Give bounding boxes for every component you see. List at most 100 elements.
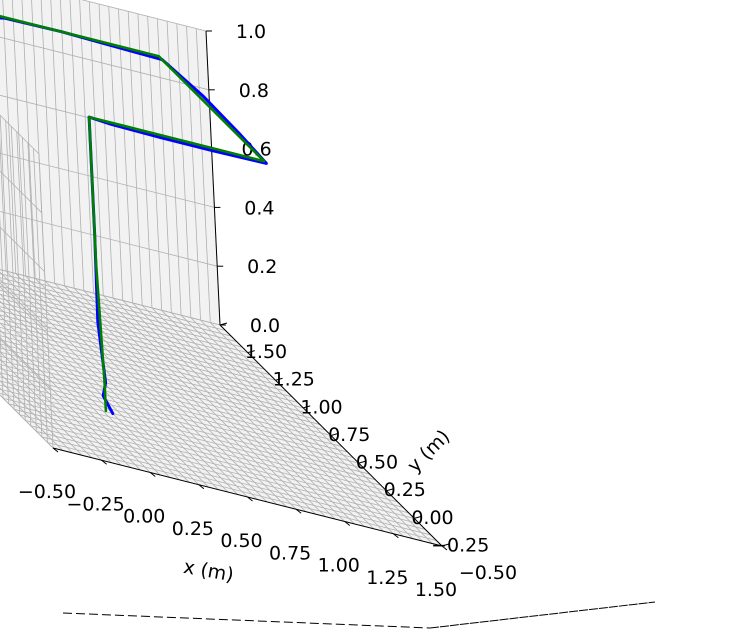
z-tick-label: 1.0 [236,21,266,43]
grid-line [190,317,414,539]
grid-line [132,302,355,525]
series-line-2 [0,14,266,413]
grid-line [0,170,43,214]
x-tick-label: 1.25 [366,567,408,589]
grid-line [0,214,9,404]
grid-line [11,0,26,277]
grid-line [31,0,46,281]
grid-line [73,287,297,510]
grid-line [33,148,48,443]
x-tick-mark [247,496,253,502]
grid-line [161,310,384,532]
grid-line [0,314,282,387]
grid-line [0,322,293,398]
grid-line [0,343,320,425]
data-series [0,14,268,416]
z-tick-label: 0.2 [247,256,277,278]
grid-line [83,290,307,512]
grid-line [0,115,15,410]
grid-line [0,339,315,420]
grid-line [112,297,336,520]
grid-line [122,300,346,522]
tick-labels: −0.50−0.250.000.250.500.751.001.251.50−0… [18,21,517,601]
z-tick-label: 0.0 [250,315,280,337]
grid-line [0,338,51,390]
z-tick-label: 0.8 [239,80,269,102]
y-tick-mark [441,543,450,547]
grid-line [151,307,375,530]
x-tick-mark [344,521,351,526]
grid-line [0,394,54,449]
grid-line [118,8,133,303]
grid-line [50,0,65,286]
grid-line [0,135,7,272]
grid-line [81,0,207,32]
x-tick-mark [149,472,156,477]
grid-line [0,325,4,399]
grid-line [0,358,102,461]
y-tick-label: 0.00 [411,507,453,529]
grid-line [137,13,153,308]
grid-line [88,1,104,296]
grid-line [0,302,265,370]
y-tick-label: 1.50 [245,341,287,363]
y-tick-label: 0.25 [384,479,426,501]
y-tick-label: 1.00 [300,396,342,418]
y-tick-mark [303,405,311,409]
grid-line [0,351,332,436]
grid-line [166,21,182,316]
grid-line [10,126,26,421]
grid-line [209,322,433,544]
x-tick-label: 1.00 [318,555,360,577]
grid-line [34,278,258,500]
grid-line [93,292,316,515]
grid-line [0,152,215,208]
z-tick-label: 0.4 [244,197,274,219]
lower-frame-edge [62,601,656,629]
frame-edge-dashed [429,601,656,629]
grid-line [0,211,218,267]
grid-line [0,306,271,376]
z-axis-line [205,30,221,326]
grid-line [176,23,192,318]
grid-line [0,331,304,409]
grid-line [59,0,75,289]
grid-line [147,16,163,311]
y-tick-mark [414,515,422,519]
grid-line [141,305,365,527]
grid-line [0,318,287,392]
x-tick-label: 0.25 [172,518,214,540]
grid-line [5,120,21,415]
y-tick-mark [358,460,366,464]
x-tick-label: 1.50 [415,579,457,601]
grid-line [21,0,36,279]
x-tick-mark [52,447,59,453]
y-tick-mark [247,350,255,354]
grid-line [79,0,94,294]
grid-line [0,273,226,331]
grid-line [0,281,237,342]
grid-line [0,335,309,414]
grid-line [171,312,394,535]
x-tick-label: 0.00 [123,506,165,528]
grid-line [195,28,211,323]
grid-line [69,0,85,291]
grid-line [0,226,45,272]
grid-line [0,36,209,91]
grid-line [0,372,83,456]
y-tick-label: −0.50 [459,562,517,584]
grid-line [0,347,326,431]
x-tick-mark [393,533,399,539]
grid-line [44,280,268,503]
y-tick-label: 0.75 [328,424,370,446]
pane-y-max [0,0,220,325]
x-tick-label: −0.50 [18,481,76,503]
x-tick-label: 0.75 [269,542,311,564]
grid-line [98,4,114,299]
grid-line [0,282,48,331]
grid-line [127,11,143,306]
grid-line [156,18,172,313]
x-tick-mark [101,459,107,465]
grid-line [103,295,326,517]
